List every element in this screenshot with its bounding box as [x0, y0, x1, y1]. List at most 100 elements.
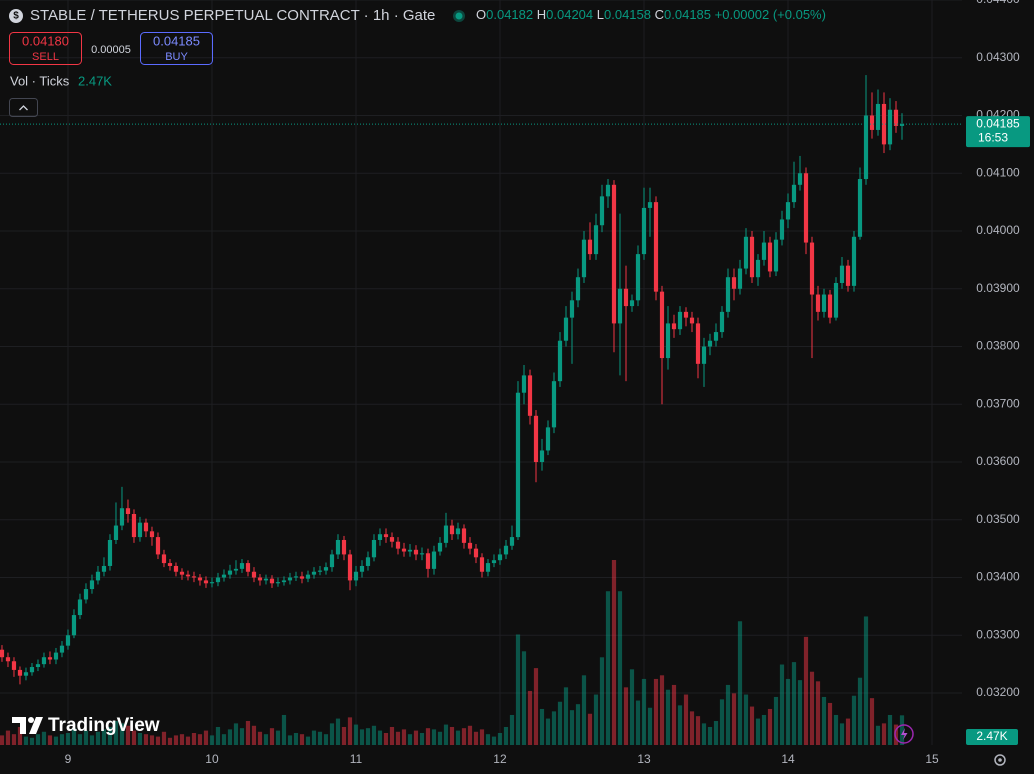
candle-body [125, 508, 131, 514]
volume-bar [641, 678, 647, 745]
candle-body [461, 528, 467, 543]
candle-body [101, 565, 107, 572]
candle-body [293, 576, 299, 578]
candle-body [599, 196, 605, 226]
candle-body [605, 184, 611, 197]
candle-body [743, 236, 749, 269]
candle-body [653, 202, 659, 292]
candle-body [407, 549, 413, 552]
volume-bar [371, 725, 377, 745]
candle-body [491, 560, 497, 564]
volume-bar [857, 677, 863, 745]
volume-bar [401, 729, 407, 745]
volume-bar [647, 707, 653, 745]
volume-bar [455, 730, 461, 745]
volume-bar [119, 723, 125, 745]
volume-bar [869, 698, 875, 745]
volume-bar [239, 728, 245, 745]
volume-bar [779, 664, 785, 745]
candle-body [623, 288, 629, 307]
x-tick-label: 15 [925, 752, 939, 766]
candle-body [263, 578, 269, 581]
buy-button[interactable] [140, 32, 213, 65]
y-tick-label: 0.03200 [976, 685, 1020, 699]
candle-body [797, 173, 803, 185]
volume-bar [197, 734, 203, 745]
volume-bar [245, 720, 251, 745]
status-dot [455, 12, 463, 20]
volume-bar [65, 732, 71, 745]
candle-body [233, 568, 239, 571]
symbol-icon-glyph: $ [13, 11, 19, 22]
volume-bar [701, 723, 707, 745]
candle-body [89, 580, 95, 590]
candle-body [443, 525, 449, 543]
volume-bar [209, 735, 215, 745]
volume-badge [966, 729, 1018, 745]
candle-body [629, 300, 635, 307]
sell-button[interactable] [9, 32, 82, 65]
candle-body [473, 548, 479, 558]
candle-body [641, 207, 647, 255]
candle-body [299, 576, 305, 579]
candle-body [53, 652, 59, 660]
volume-bar [11, 734, 17, 745]
volume-bar [41, 731, 47, 745]
candle-body [863, 115, 869, 180]
candle-body [83, 589, 89, 600]
ohlc-change: +0.00002 (+0.05%) [715, 7, 826, 22]
y-tick-label: 0.03900 [976, 281, 1020, 295]
volume-bar [485, 734, 491, 745]
volume-bar [599, 657, 605, 745]
volume-bar [383, 732, 389, 745]
volume-bar [629, 669, 635, 745]
volume-bar [773, 696, 779, 745]
lightning-button[interactable] [894, 724, 914, 744]
settings-button[interactable] [994, 754, 1006, 766]
candle-body [635, 254, 641, 301]
volume-bar [791, 662, 797, 745]
candle-body [761, 242, 767, 260]
volume-bar [83, 730, 89, 745]
candle-body [839, 265, 845, 283]
candle-body [17, 669, 23, 676]
volume-last: 2.47K [78, 73, 112, 88]
volume-bar [797, 680, 803, 745]
volume-layer [0, 560, 905, 745]
candle-body [185, 574, 191, 577]
candle-body [197, 577, 203, 581]
volume-bar [59, 734, 65, 745]
candle-body [791, 184, 797, 203]
ohlc-value: 0.04185 [664, 7, 711, 22]
candle-body [191, 576, 197, 578]
candle-body [827, 294, 833, 318]
volume-bar [479, 729, 485, 745]
candle-body [545, 427, 551, 451]
candle-body [257, 577, 263, 581]
volume-bar [821, 696, 827, 745]
volume-bar [593, 694, 599, 745]
volume-bar [413, 730, 419, 745]
candle-body [821, 294, 827, 312]
x-tick-label: 12 [493, 752, 507, 766]
volume-bar [137, 732, 143, 745]
candle-body [251, 571, 257, 578]
volume-bar [305, 736, 311, 745]
candle-body [467, 542, 473, 549]
lightning-icon [901, 728, 908, 740]
candle-body [527, 375, 533, 416]
volume-bar [437, 731, 443, 745]
candle-body [227, 570, 233, 575]
volume-bar [785, 678, 791, 745]
volume-bar [839, 723, 845, 745]
candle-body [857, 179, 863, 237]
y-tick-label: 0.03600 [976, 454, 1020, 468]
candle-body [11, 661, 17, 670]
collapse-button[interactable] [9, 98, 38, 117]
candle-body [437, 542, 443, 552]
volume-bar [95, 731, 101, 745]
y-tick-label: 0.03500 [976, 512, 1020, 526]
volume-bar [491, 736, 497, 745]
candle-body [671, 323, 677, 330]
